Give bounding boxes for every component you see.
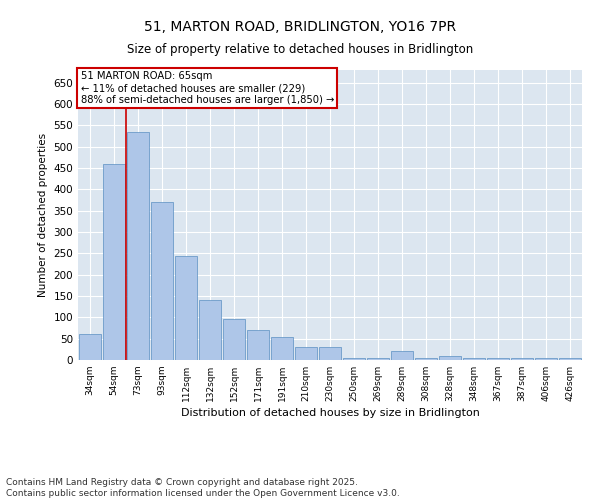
Bar (319, 347, 341, 360)
Bar (535, 358, 557, 360)
Bar (367, 358, 389, 360)
Bar (415, 358, 437, 360)
Bar (391, 352, 413, 360)
Bar (295, 347, 317, 360)
Bar (103, 164, 125, 360)
Y-axis label: Number of detached properties: Number of detached properties (38, 133, 48, 297)
Text: Contains HM Land Registry data © Crown copyright and database right 2025.
Contai: Contains HM Land Registry data © Crown c… (6, 478, 400, 498)
Bar (511, 358, 533, 360)
Bar (199, 300, 221, 360)
Text: 51 MARTON ROAD: 65sqm
← 11% of detached houses are smaller (229)
88% of semi-det: 51 MARTON ROAD: 65sqm ← 11% of detached … (80, 72, 334, 104)
Bar (271, 336, 293, 360)
Bar (343, 358, 365, 360)
Bar (439, 356, 461, 360)
X-axis label: Distribution of detached houses by size in Bridlington: Distribution of detached houses by size … (181, 408, 479, 418)
Text: 51, MARTON ROAD, BRIDLINGTON, YO16 7PR: 51, MARTON ROAD, BRIDLINGTON, YO16 7PR (144, 20, 456, 34)
Bar (151, 202, 173, 360)
Text: Size of property relative to detached houses in Bridlington: Size of property relative to detached ho… (127, 42, 473, 56)
Bar (223, 320, 245, 360)
Bar (79, 334, 101, 360)
Bar (487, 358, 509, 360)
Bar (463, 358, 485, 360)
Bar (247, 330, 269, 360)
Bar (127, 132, 149, 360)
Bar (175, 256, 197, 360)
Bar (559, 358, 581, 360)
